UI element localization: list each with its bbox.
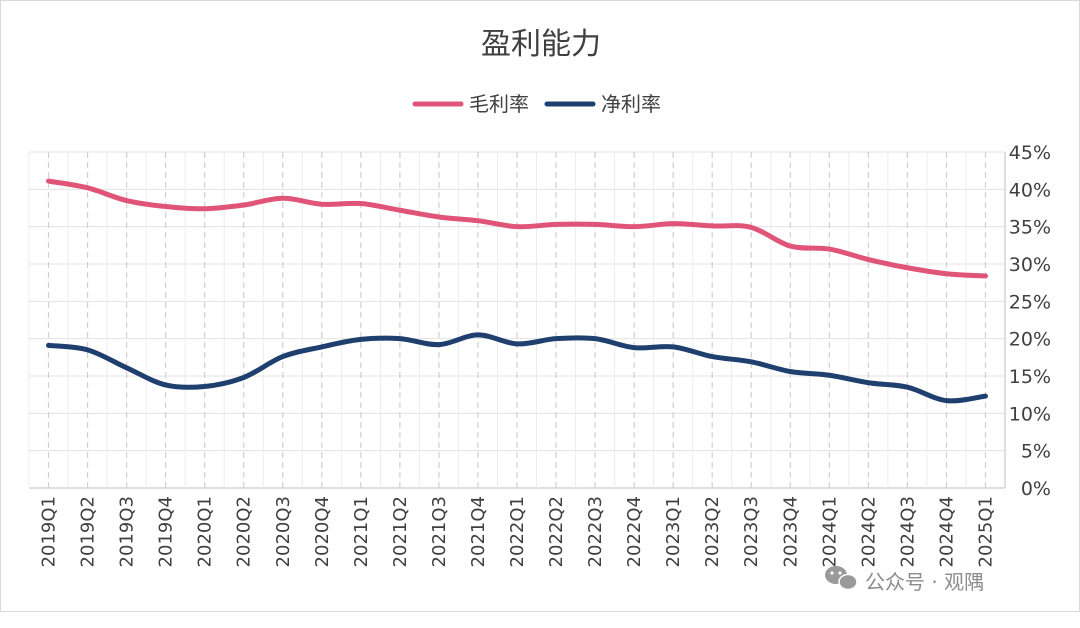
watermark-text: 公众号 · 观隅	[865, 570, 984, 594]
x-tick-label: 2024Q4	[936, 496, 957, 567]
x-axis-ticks: 2019Q1 2019Q2 2019Q3 2019Q4 2020Q1 2020Q2 2020…	[39, 496, 997, 567]
x-tick-label: 2022Q1	[507, 496, 528, 567]
y-axis-ticks: 0% 5% 10% 15% 20% 25% 30% 35% 40% 45%	[1009, 142, 1051, 500]
x-tick-label: 2025Q1	[975, 496, 996, 567]
x-tick-label: 2024Q2	[858, 496, 879, 567]
y-tick-label: 20%	[1009, 329, 1051, 351]
x-tick-label: 2021Q3	[429, 496, 450, 567]
x-tick-label: 2019Q1	[39, 496, 60, 567]
y-tick-label: 40%	[1009, 179, 1051, 201]
x-tick-label: 2019Q4	[156, 496, 177, 567]
y-tick-label: 30%	[1009, 254, 1051, 276]
x-tick-label: 2022Q4	[624, 496, 645, 567]
series-line-2	[46, 332, 988, 404]
watermark: 公众号 · 观隅	[825, 566, 984, 594]
gridlines	[28, 151, 1006, 489]
x-tick-label: 2023Q3	[741, 496, 762, 567]
x-tick-label: 2023Q1	[663, 496, 684, 567]
x-tick-label: 2021Q4	[468, 496, 489, 567]
y-tick-label: 15%	[1009, 366, 1051, 388]
x-tick-label: 2024Q3	[897, 496, 918, 567]
x-tick-label: 2020Q2	[234, 496, 255, 567]
series-lines	[46, 178, 988, 404]
y-tick-label: 10%	[1009, 403, 1051, 425]
x-tick-label: 2024Q1	[819, 496, 840, 567]
y-tick-label: 5%	[1021, 441, 1051, 463]
legend: 毛利率 净利率	[412, 92, 661, 116]
x-tick-label: 2020Q3	[273, 496, 294, 567]
y-tick-label: 0%	[1021, 478, 1051, 500]
y-tick-label: 45%	[1009, 142, 1051, 164]
series-line-1	[46, 178, 988, 279]
legend-label-1: 毛利率	[469, 92, 529, 116]
legend-label-2: 净利率	[601, 92, 661, 116]
chart-canvas: 盈利能力 毛利率 净利率 0% 5% 10% 15% 20% 25% 30% 35% 40% 45%…	[28, 27, 1051, 594]
wechat-icon	[825, 566, 858, 591]
x-tick-label: 2020Q1	[195, 496, 216, 567]
x-tick-label: 2022Q3	[585, 496, 606, 567]
chart-frame: 盈利能力 毛利率 净利率 0% 5% 10% 15% 20% 25% 30% 35% 40% 45%…	[0, 0, 1080, 612]
y-tick-label: 25%	[1009, 291, 1051, 313]
x-tick-label: 2023Q4	[780, 496, 801, 567]
x-tick-label: 2023Q2	[702, 496, 723, 567]
x-tick-label: 2020Q4	[312, 496, 333, 567]
chart-title: 盈利能力	[481, 27, 601, 62]
x-tick-label: 2022Q2	[546, 496, 567, 567]
x-tick-label: 2019Q2	[78, 496, 99, 567]
x-tick-label: 2021Q1	[351, 496, 372, 567]
x-tick-label: 2021Q2	[390, 496, 411, 567]
y-tick-label: 35%	[1009, 217, 1051, 239]
x-tick-label: 2019Q3	[117, 496, 138, 567]
